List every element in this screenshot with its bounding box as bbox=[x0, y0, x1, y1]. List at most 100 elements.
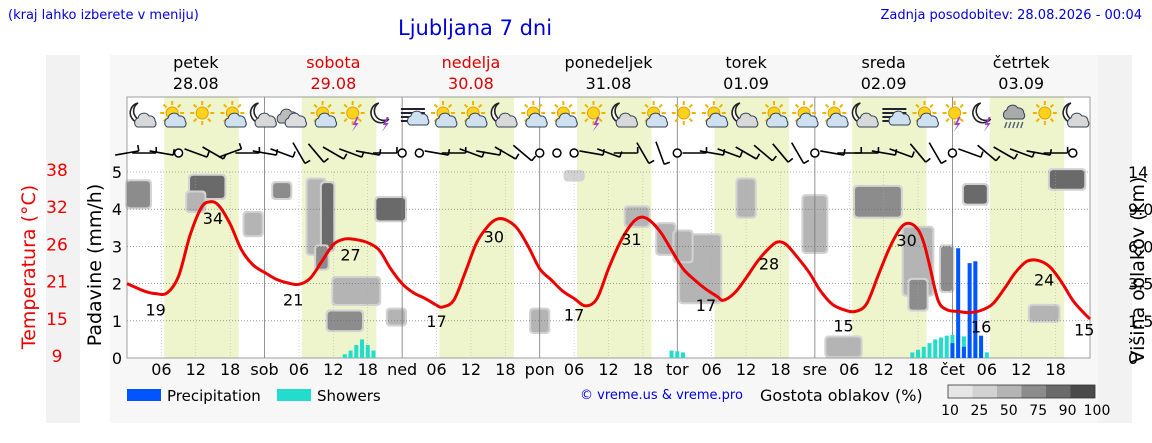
day-date: 02.09 bbox=[861, 74, 907, 93]
hour-tick-label: 18 bbox=[633, 360, 653, 379]
hour-tick-label: 12 bbox=[186, 360, 206, 379]
day-name: sobota bbox=[306, 53, 360, 72]
cloud-height-tick-label: 9.0 bbox=[1128, 200, 1152, 219]
wind-barb bbox=[909, 143, 931, 163]
temperature-label: 34 bbox=[203, 209, 223, 228]
sun-cloud-icon bbox=[310, 101, 338, 128]
day-name: četrtek bbox=[993, 53, 1051, 72]
sun-icon bbox=[671, 101, 696, 125]
temperature-tick-label: 9 bbox=[52, 347, 63, 367]
wind-barb bbox=[355, 149, 382, 156]
cloud-patch bbox=[940, 246, 953, 292]
cloud-patch bbox=[737, 179, 755, 217]
hour-tick-label: 12 bbox=[736, 360, 756, 379]
precipitation-bar bbox=[973, 261, 978, 358]
cloud-density-frame bbox=[947, 384, 1096, 399]
day-date: 30.08 bbox=[448, 74, 494, 93]
wind-barb bbox=[735, 146, 761, 160]
weather-icons-row bbox=[129, 101, 1090, 132]
daylight-band bbox=[164, 97, 239, 358]
copyright: © vreme.us & vreme.pro bbox=[580, 388, 743, 403]
cloud-patch bbox=[1029, 305, 1059, 321]
temperature-tick-label: 21 bbox=[46, 273, 68, 293]
shower-bar bbox=[984, 352, 989, 358]
temperature-label: 15 bbox=[833, 317, 853, 336]
cloud-height-tick-label: 1.5 bbox=[1128, 312, 1152, 331]
sun-cloud-icon bbox=[701, 101, 729, 128]
shower-bar bbox=[365, 344, 370, 358]
hour-tick-label: 06 bbox=[151, 360, 171, 379]
wind-calm bbox=[173, 148, 184, 158]
precip-tick-label: 0 bbox=[112, 349, 122, 368]
wind-barb bbox=[307, 143, 329, 163]
hour-tick-label: 18 bbox=[495, 360, 515, 379]
cloud-density-swatch bbox=[948, 385, 973, 398]
temperature-label: 31 bbox=[621, 230, 641, 249]
temperature-label: 17 bbox=[426, 312, 446, 331]
left-axis-panel bbox=[46, 55, 80, 423]
hour-tick-label: 18 bbox=[1045, 360, 1065, 379]
wind-barb bbox=[218, 142, 243, 158]
hour-tick-label: 12 bbox=[323, 360, 343, 379]
wind-barb bbox=[184, 148, 210, 158]
moon-cloud-icon bbox=[129, 102, 157, 128]
day-name: nedelja bbox=[442, 53, 501, 72]
cloud-patch bbox=[321, 183, 334, 251]
cloud-icon bbox=[276, 108, 307, 128]
temperature-label: 16 bbox=[971, 317, 991, 336]
region-hint: (kraj lahko izberete v meniju) bbox=[8, 8, 199, 23]
wind-barb bbox=[424, 149, 451, 156]
cloud-density-swatch bbox=[1070, 385, 1095, 398]
day-date: 29.08 bbox=[310, 74, 356, 93]
legend-swatch bbox=[277, 389, 311, 401]
wind-barb bbox=[636, 142, 655, 165]
hour-tick-label: 06 bbox=[977, 360, 997, 379]
temperature-label: 17 bbox=[564, 305, 584, 324]
day-date: 03.09 bbox=[998, 74, 1044, 93]
wind-calm bbox=[414, 148, 425, 158]
cloud-density-tick: 50 bbox=[1000, 403, 1018, 419]
wind-calm bbox=[947, 148, 958, 158]
cloud-density-tick: 25 bbox=[970, 403, 988, 419]
temperature-label: 28 bbox=[759, 254, 779, 273]
hour-tick-label: 06 bbox=[564, 360, 584, 379]
shower-bar bbox=[681, 352, 686, 358]
wind-barb bbox=[699, 149, 726, 156]
sun-icon bbox=[1032, 101, 1057, 125]
y-axes: 0123459152126323801.53.56.09.014Padavine… bbox=[18, 161, 1152, 368]
hour-tick-label: 06 bbox=[426, 360, 446, 379]
shower-bar bbox=[354, 344, 359, 358]
temperature-axis-title: Temperatura (°C) bbox=[18, 185, 40, 350]
temperature-label: 30 bbox=[484, 227, 504, 246]
wind-barbs-row bbox=[115, 141, 1078, 166]
sun-cloud-icon bbox=[792, 101, 819, 128]
precip-tick-label: 3 bbox=[112, 237, 122, 256]
sun-cloud-icon bbox=[220, 101, 247, 128]
cloud-height-tick-label: 6.0 bbox=[1128, 237, 1152, 256]
cloud-patch bbox=[1049, 170, 1085, 189]
shower-bar bbox=[910, 352, 915, 358]
wind-calm bbox=[397, 148, 407, 158]
precipitation-bar bbox=[979, 335, 984, 358]
day-short-label: sob bbox=[250, 360, 278, 379]
page-title: Ljubljana 7 dni bbox=[398, 16, 553, 40]
moon-cloud-icon bbox=[851, 102, 879, 128]
wind-calm bbox=[552, 148, 562, 158]
temperature-line bbox=[126, 200, 1092, 321]
shower-bar bbox=[916, 349, 921, 358]
wind-barb bbox=[322, 146, 348, 160]
legend-label: Showers bbox=[317, 387, 381, 405]
hour-tick-label: 18 bbox=[358, 360, 378, 379]
wind-barb bbox=[790, 142, 810, 165]
temperature-tick-label: 26 bbox=[46, 235, 68, 255]
temperature-label: 19 bbox=[145, 301, 165, 320]
precipitation-bars bbox=[342, 248, 989, 358]
hour-tick-label: 06 bbox=[701, 360, 721, 379]
hour-tick-label: 18 bbox=[770, 360, 790, 379]
precip-tick-label: 2 bbox=[112, 275, 122, 294]
cloud-patch bbox=[963, 185, 987, 204]
wind-barb bbox=[753, 144, 777, 162]
cloud-patch bbox=[909, 279, 927, 310]
sun-cloud-icon bbox=[430, 101, 458, 128]
legend-swatch bbox=[127, 389, 161, 401]
